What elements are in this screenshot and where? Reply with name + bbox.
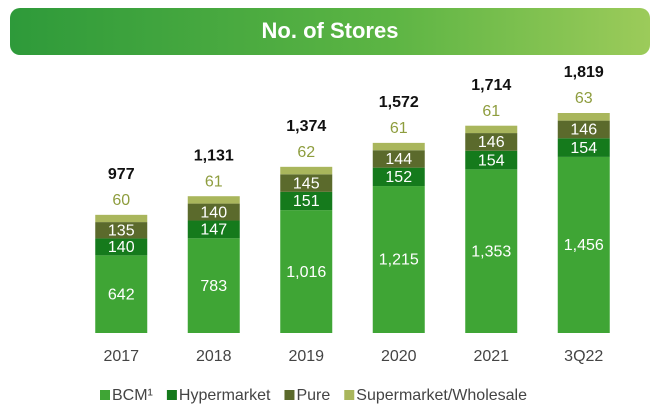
- legend-label: Supermarket/Wholesale: [356, 387, 527, 404]
- value-label: 145: [293, 175, 320, 192]
- legend-swatch: [100, 390, 110, 400]
- legend-swatch: [344, 390, 355, 400]
- value-label: 1,353: [471, 243, 511, 260]
- x-tick-label: 2017: [103, 348, 139, 365]
- legend-label: Pure: [296, 387, 330, 404]
- title-banner: [10, 8, 650, 55]
- bar-segment: [557, 120, 610, 139]
- bar-segment: [95, 222, 148, 239]
- value-label: 62: [297, 144, 315, 161]
- value-label: 1,016: [286, 264, 326, 281]
- total-label: 1,374: [286, 118, 326, 135]
- bar-segment: [557, 113, 610, 121]
- total-label: 1,714: [471, 77, 511, 94]
- bar-segment: [280, 174, 333, 192]
- bar-segment: [187, 220, 240, 239]
- bar-segment: [187, 203, 240, 221]
- bar-segment: [465, 169, 518, 333]
- value-label: 154: [478, 152, 505, 169]
- x-tick-label: 2019: [288, 348, 324, 365]
- value-label: 61: [482, 103, 500, 120]
- legend-swatch: [284, 390, 295, 400]
- value-label: 1,456: [564, 237, 604, 254]
- x-tick-label: 3Q22: [564, 348, 603, 365]
- value-label: 152: [385, 169, 412, 186]
- value-label: 783: [200, 278, 227, 295]
- bar-segment: [280, 210, 333, 333]
- total-label: 1,819: [564, 64, 604, 81]
- value-label: 144: [385, 151, 412, 168]
- value-label: 146: [478, 134, 505, 151]
- bar-segment: [280, 166, 333, 175]
- value-label: 642: [108, 286, 135, 303]
- bar-segment: [95, 238, 148, 256]
- value-label: 140: [200, 204, 227, 221]
- value-label: 61: [390, 120, 408, 137]
- bar-segment: [372, 167, 425, 187]
- x-tick-label: 2020: [381, 348, 417, 365]
- legend-label: BCM¹: [112, 387, 153, 404]
- bar-segment: [465, 133, 518, 151]
- bar-segment: [187, 238, 240, 333]
- bar-segment: [557, 156, 610, 333]
- value-label: 146: [570, 122, 597, 139]
- value-label: 60: [112, 192, 130, 209]
- bar-segment: [372, 186, 425, 333]
- value-label: 1,215: [379, 252, 419, 269]
- bar-segment: [187, 196, 240, 204]
- value-label: 151: [293, 193, 320, 210]
- x-tick-label: 2021: [473, 348, 509, 365]
- value-label: 140: [108, 239, 135, 256]
- bar-segment: [465, 150, 518, 170]
- total-label: 1,131: [194, 147, 234, 164]
- value-label: 61: [205, 173, 223, 190]
- legend-label: Hypermarket: [179, 387, 271, 404]
- bar-segment: [557, 138, 610, 157]
- total-label: 977: [108, 166, 135, 183]
- value-label: 135: [108, 222, 135, 239]
- bar-segment: [372, 142, 425, 151]
- x-tick-label: 2018: [196, 348, 232, 365]
- bar-segment: [465, 125, 518, 134]
- bar-segment: [95, 214, 148, 223]
- bar-segment: [95, 255, 148, 333]
- value-label: 63: [575, 90, 593, 107]
- legend-swatch: [166, 390, 177, 400]
- bar-segment: [372, 150, 425, 168]
- value-label: 154: [570, 140, 597, 157]
- bar-segment: [280, 191, 333, 211]
- value-label: 147: [200, 222, 227, 239]
- chart-title: No. of Stores: [262, 18, 399, 43]
- total-label: 1,572: [379, 94, 419, 111]
